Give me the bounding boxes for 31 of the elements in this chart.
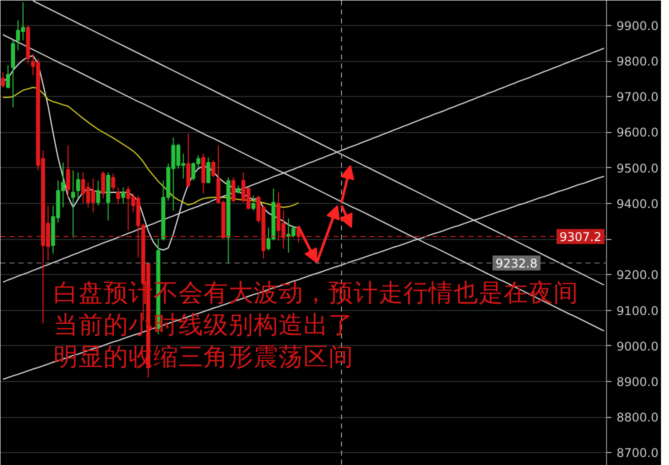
candlestick xyxy=(111,173,116,192)
candlestick xyxy=(96,180,100,206)
candlestick xyxy=(186,132,190,188)
candlestick xyxy=(206,157,210,184)
y-tick-label: 9800.0 xyxy=(616,54,658,69)
y-tick-label: 8800.0 xyxy=(616,410,658,425)
candlestick xyxy=(101,170,106,199)
candlestick xyxy=(11,40,16,108)
y-tick-label: 9600.0 xyxy=(616,126,658,140)
candlestick xyxy=(66,144,70,198)
ref-line-label: 9232.8 xyxy=(496,256,538,270)
y-tick-label: 8700.0 xyxy=(616,446,658,460)
candlestick xyxy=(116,186,120,204)
candlestick xyxy=(1,72,6,88)
y-tick-label: 9100.0 xyxy=(616,304,658,318)
y-tick-label: 9900.0 xyxy=(616,18,658,33)
candlestick xyxy=(71,170,76,238)
candlestick xyxy=(251,195,256,212)
y-tick-label: 9500.0 xyxy=(616,161,658,176)
candlestick xyxy=(76,172,80,199)
y-tick-label: 9200.0 xyxy=(616,268,658,282)
y-tick-label: 8900.0 xyxy=(616,374,658,389)
candlestick xyxy=(121,186,126,204)
y-tick-label: 9000.0 xyxy=(616,339,658,354)
y-tick-label: 9400.0 xyxy=(616,196,658,211)
candlestick xyxy=(6,64,10,89)
candlestick xyxy=(211,160,216,178)
ref-line-label: 9307.2 xyxy=(560,230,602,244)
candlestick xyxy=(231,176,236,203)
y-tick-label: 9700.0 xyxy=(616,90,658,104)
line-series xyxy=(2,86,300,208)
